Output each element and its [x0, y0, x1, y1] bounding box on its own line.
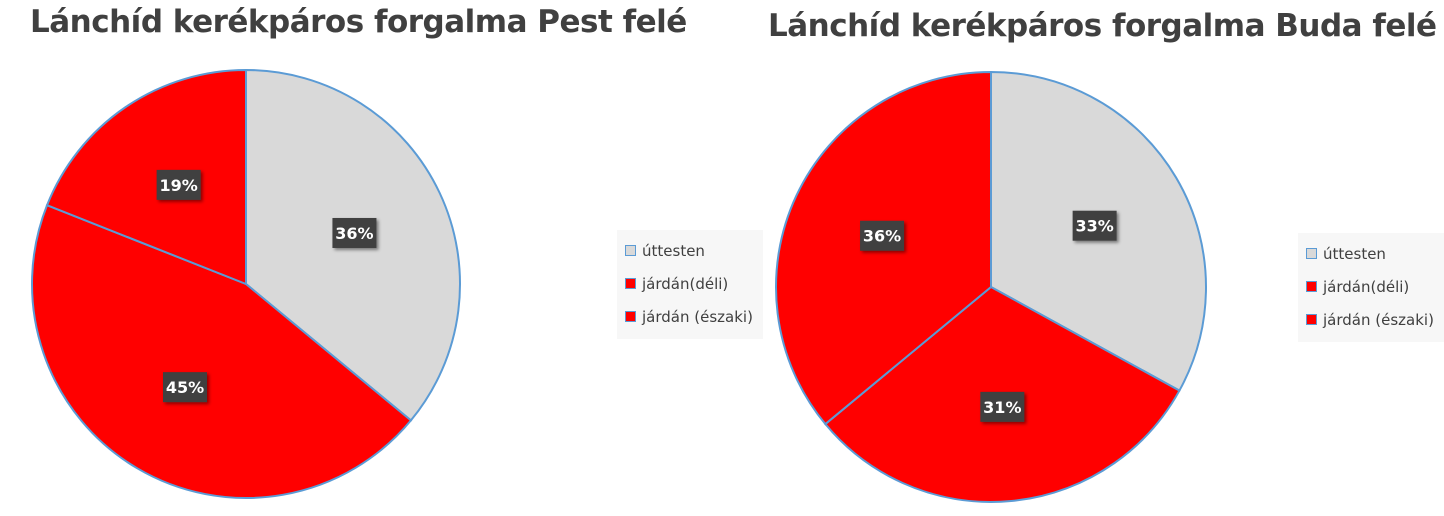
legend-item-jardan-eszaki: járdán (északi): [625, 300, 753, 333]
data-label-uttesten: 36%: [332, 217, 377, 248]
data-label-box: [860, 220, 905, 251]
legend-label: úttesten: [642, 241, 705, 260]
data-label-box: [162, 372, 207, 403]
legend-label: úttesten: [1323, 244, 1386, 263]
data-label-text: 45%: [166, 378, 204, 397]
data-label-text: 31%: [983, 398, 1021, 417]
data-label-box: [980, 391, 1025, 422]
data-label-text: 33%: [1075, 217, 1113, 236]
pie-slice-jardan-eszaki: [45, 68, 247, 286]
pie-chart-pest: 36% 45% 19%: [31, 68, 461, 499]
legend-swatch: [625, 278, 636, 289]
legend-label: járdán(déli): [1323, 277, 1410, 296]
legend-item-uttesten: úttesten: [1306, 237, 1434, 270]
legend-label: járdán(déli): [642, 274, 729, 293]
data-label-jardan-deli: 31%: [980, 391, 1025, 422]
legend-pest: úttesten járdán(déli) járdán (északi): [617, 230, 763, 339]
legend-swatch: [1306, 281, 1317, 292]
data-label-uttesten: 33%: [1072, 210, 1117, 241]
data-label-box: [156, 169, 201, 200]
legend-item-jardan-eszaki: járdán (északi): [1306, 303, 1434, 336]
legend-swatch: [625, 245, 636, 256]
chart-title-pest: Lánchíd kerékpáros forgalma Pest felé: [30, 4, 687, 40]
legend-item-uttesten: úttesten: [625, 234, 753, 267]
data-label-jardan-deli: 45%: [162, 372, 207, 403]
data-label-text: 36%: [335, 224, 373, 243]
legend-buda: úttesten járdán(déli) járdán (északi): [1298, 233, 1444, 342]
legend-swatch: [1306, 248, 1317, 259]
pie-slice-jardan-deli: [31, 203, 413, 499]
data-label-text: 19%: [159, 176, 197, 195]
legend-label: járdán (északi): [1323, 310, 1434, 329]
pie-chart-buda: 33% 31% 36%: [775, 70, 1208, 503]
legend-label: járdán (északi): [642, 307, 753, 326]
chart-title-buda: Lánchíd kerékpáros forgalma Buda felé: [768, 8, 1437, 44]
legend-item-jardan-deli: járdán(déli): [625, 267, 753, 300]
legend-swatch: [625, 311, 636, 322]
data-label-text: 36%: [863, 227, 901, 246]
legend-swatch: [1306, 314, 1317, 325]
data-label-box: [1072, 210, 1117, 241]
data-label-jardan-eszaki: 36%: [860, 220, 905, 251]
data-label-jardan-eszaki: 19%: [156, 169, 201, 200]
legend-item-jardan-deli: járdán(déli): [1306, 270, 1434, 303]
data-label-box: [332, 217, 377, 248]
